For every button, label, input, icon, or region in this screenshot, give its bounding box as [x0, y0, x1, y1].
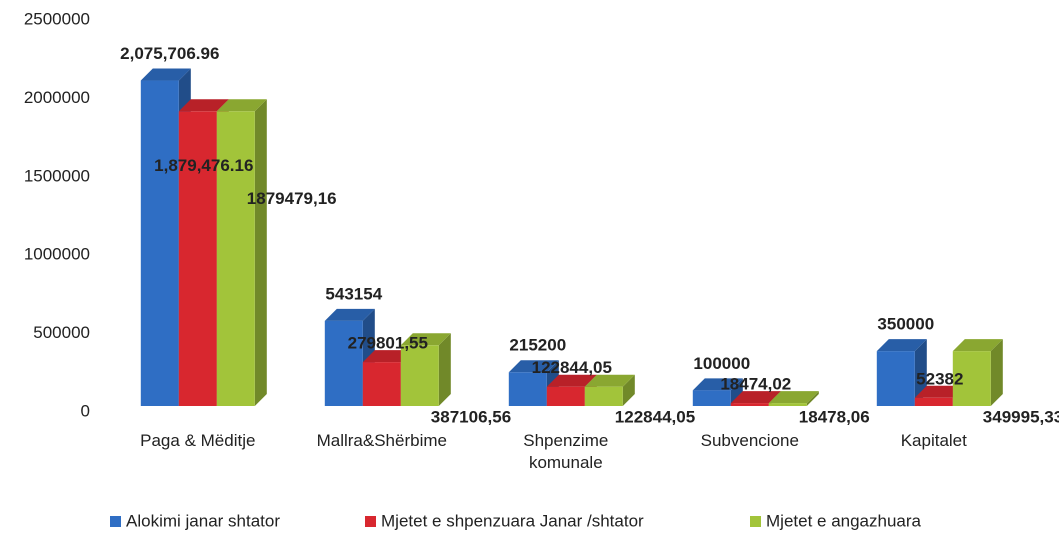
bar-side — [438, 333, 451, 406]
bar-top — [914, 385, 965, 398]
data-label: 543154 — [325, 284, 382, 303]
y-tick-label: 0 — [81, 401, 90, 420]
bar-top — [140, 68, 191, 81]
bar — [914, 397, 953, 406]
x-tick-label: Mallra&Shërbime — [316, 431, 447, 450]
bar-top — [584, 374, 635, 387]
data-label: 1,879,476.16 — [154, 156, 253, 175]
bar-top — [546, 374, 597, 387]
bar-top — [324, 308, 375, 321]
x-tick-label: Kapitalet — [900, 431, 967, 450]
data-label: 387106,56 — [431, 407, 511, 426]
bar — [768, 403, 807, 406]
bar-top — [692, 378, 743, 391]
bar — [178, 111, 217, 406]
legend-swatch — [365, 516, 376, 527]
bar-side — [806, 391, 819, 406]
data-label: 215200 — [509, 336, 566, 355]
bar-side — [730, 378, 743, 406]
bar — [216, 111, 255, 406]
legend-label: Alokimi janar shtator — [126, 511, 280, 530]
y-tick-label: 2000000 — [24, 88, 90, 107]
data-label: 18474,02 — [720, 375, 791, 394]
data-label: 122844,05 — [615, 407, 695, 426]
bar — [546, 386, 585, 406]
y-tick-label: 1000000 — [24, 245, 90, 264]
data-label: 349995,33 — [983, 407, 1059, 426]
bar — [692, 390, 731, 406]
bar-top — [768, 391, 819, 404]
legend-swatch — [750, 516, 761, 527]
bar — [952, 351, 991, 406]
data-label: 279801,55 — [348, 334, 428, 353]
bar-top — [362, 350, 413, 363]
bar-top — [508, 360, 559, 373]
data-label: 1879479,16 — [247, 189, 337, 208]
data-label: 350000 — [877, 315, 934, 334]
bar-top — [400, 333, 451, 346]
legend-swatch — [110, 516, 121, 527]
bar-side — [990, 339, 1003, 406]
x-tick-label: Paga & Mëditje — [140, 431, 256, 450]
bar — [140, 80, 179, 407]
bar-side — [254, 99, 267, 406]
bar — [362, 362, 401, 406]
y-tick-label: 500000 — [33, 323, 90, 342]
bar — [584, 386, 623, 406]
x-tick-label: Shpenzime komunale — [523, 431, 609, 472]
bar-top — [876, 339, 927, 352]
bar — [730, 403, 769, 406]
y-tick-label: 1500000 — [24, 166, 90, 185]
data-label: 100000 — [693, 354, 750, 373]
legend-label: Mjetet e angazhuara — [766, 511, 922, 530]
bar-top — [730, 391, 781, 404]
bar — [400, 345, 439, 406]
bar — [876, 351, 915, 406]
bar-side — [622, 374, 635, 406]
legend-label: Mjetet e shpenzuara Janar /shtator — [381, 511, 644, 530]
bar-top — [952, 339, 1003, 352]
data-label: 18478,06 — [799, 407, 870, 426]
bar-top — [216, 99, 267, 112]
y-tick-label: 2500000 — [24, 9, 90, 28]
bar — [508, 372, 547, 406]
bar-top — [178, 99, 229, 112]
data-label: 52382 — [916, 369, 963, 388]
data-label: 2,075,706.96 — [120, 44, 219, 63]
bar — [324, 320, 363, 406]
data-label: 122844,05 — [532, 358, 612, 377]
x-tick-label: Subvencione — [700, 431, 799, 450]
